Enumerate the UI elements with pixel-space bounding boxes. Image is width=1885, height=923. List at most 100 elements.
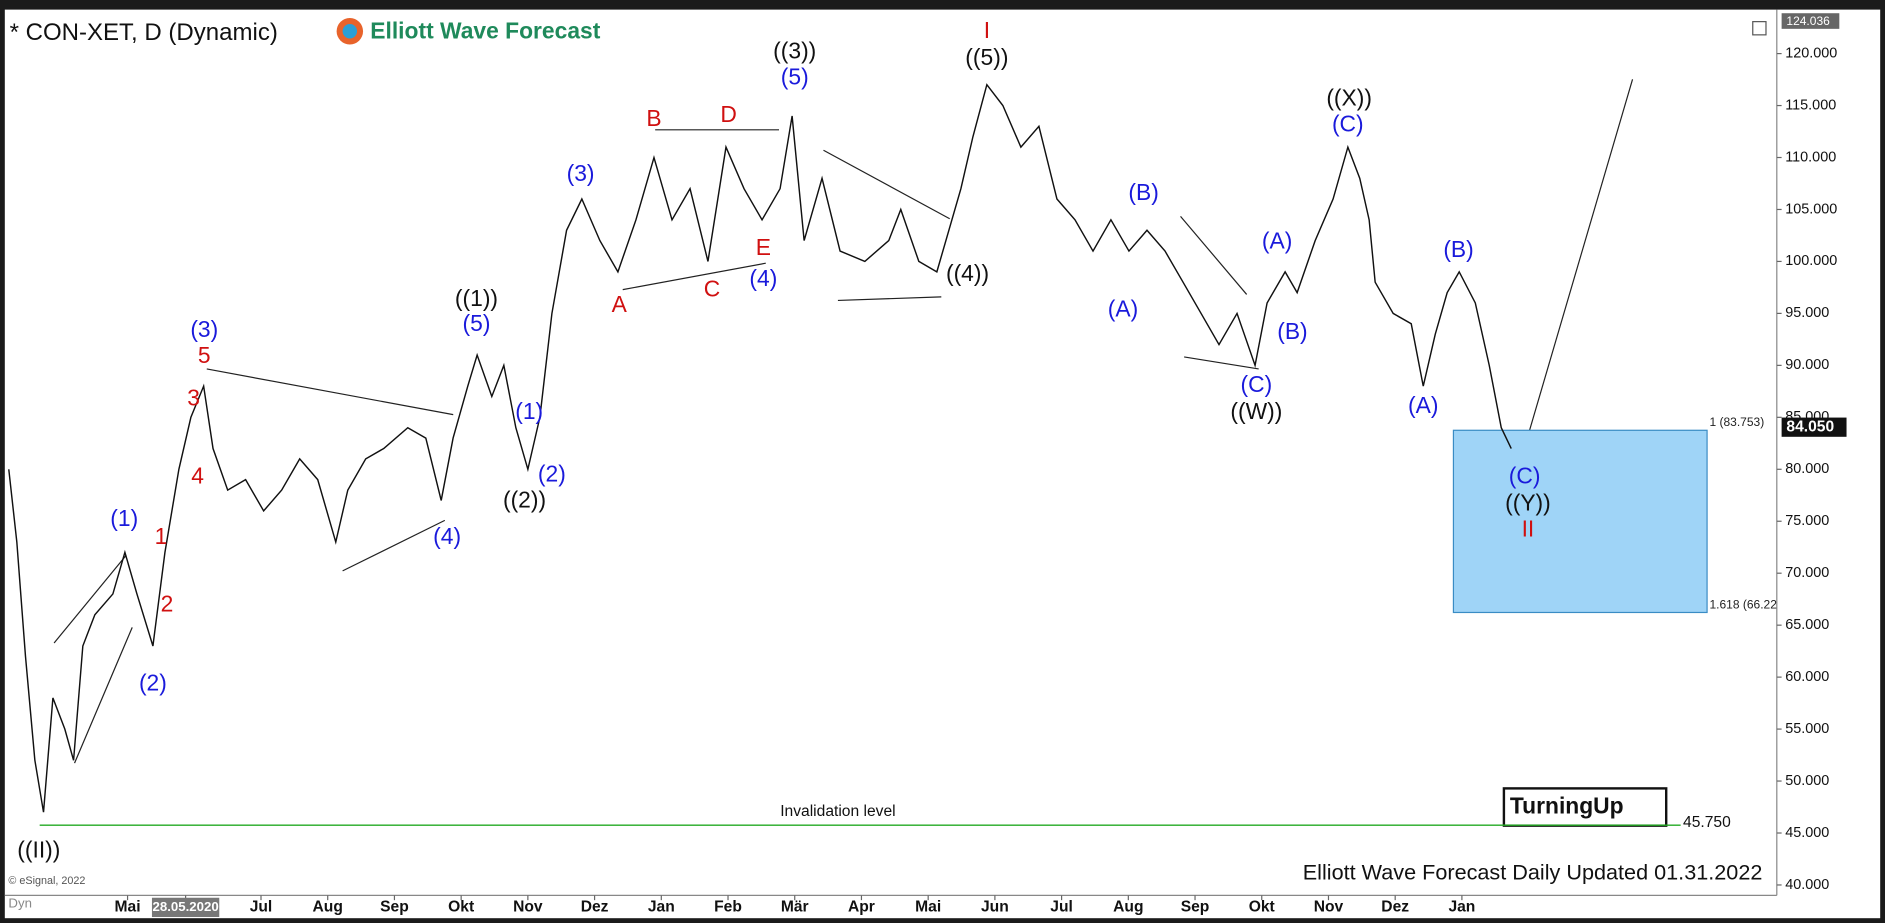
invalidation-value: 45.750 <box>1683 814 1731 831</box>
y-tick-label: 80.000 <box>1785 461 1829 477</box>
trend-line <box>1180 215 1248 295</box>
window-icon[interactable] <box>1752 21 1767 36</box>
wave-label: E <box>756 234 771 260</box>
y-tick-label: 105.000 <box>1785 201 1837 217</box>
x-tick-label: Dez <box>1381 899 1409 916</box>
wave-label: I <box>984 17 990 43</box>
x-tick-label: Dez <box>581 899 609 916</box>
projection-line <box>1520 79 1634 461</box>
wave-label: (3) <box>567 160 595 186</box>
x-tick-label: Aug <box>313 899 343 916</box>
y-tick-label: 40.000 <box>1785 877 1829 893</box>
y-tick-label: 65.000 <box>1785 617 1829 633</box>
wave-label: A <box>612 291 628 317</box>
y-tick-label: 60.000 <box>1785 669 1829 685</box>
wave-label: (4) <box>749 265 777 291</box>
trend-line <box>342 519 446 572</box>
wave-label: (3) <box>190 316 218 342</box>
wave-label: ((3)) <box>773 38 816 64</box>
copyright: © eSignal, 2022 <box>8 875 85 887</box>
logo-icon <box>342 24 358 39</box>
trend-line <box>53 554 127 644</box>
target-zone <box>1452 429 1708 614</box>
wave-label: ((1)) <box>455 285 498 311</box>
wave-label: ((4)) <box>946 260 989 286</box>
wave-label: ((5)) <box>965 44 1008 70</box>
wave-label: (B) <box>1128 179 1158 205</box>
wave-label: ((II)) <box>17 837 60 863</box>
footer: Elliott Wave Forecast Daily Updated 01.3… <box>1303 859 1763 884</box>
y-tick-label: 75.000 <box>1785 513 1829 529</box>
wave-label: (2) <box>538 461 566 487</box>
wave-label: (C) <box>1241 371 1273 397</box>
y-tick-label: 70.000 <box>1785 565 1829 581</box>
invalidation-text: Invalidation level <box>780 803 895 820</box>
y-tick-label: 55.000 <box>1785 721 1829 737</box>
last-price: 84.050 <box>1786 418 1834 435</box>
x-tick-label: Mai <box>115 899 141 916</box>
x-tick-highlight <box>151 897 220 917</box>
trend-line <box>837 296 942 302</box>
y-tick-label: 95.000 <box>1785 305 1829 321</box>
lines <box>53 79 1634 764</box>
trend-line <box>206 368 454 416</box>
wave-label: C <box>704 276 721 302</box>
x-tick-label: 28.05.2020 <box>153 899 219 914</box>
wave-label: ((2)) <box>503 487 546 513</box>
x-tick-label: Sep <box>1181 899 1210 916</box>
y-tick-label: 120.000 <box>1785 45 1837 61</box>
wave-label: (4) <box>433 523 461 549</box>
wave-label: (C) <box>1332 110 1364 136</box>
y-tick-label: 115.000 <box>1785 97 1836 113</box>
wave-label: (B) <box>1443 236 1473 262</box>
wave-label: ((W)) <box>1230 398 1282 424</box>
wave-label: (5) <box>781 64 809 90</box>
y-tick-label: 100.000 <box>1785 253 1837 269</box>
price-line <box>8 83 1512 813</box>
x-tick-label: Nov <box>513 899 543 916</box>
fib-label: 1.618 (66.22 <box>1709 597 1777 611</box>
x-tick-label: Jun <box>981 899 1009 916</box>
y-tick-label: 45.000 <box>1785 825 1829 841</box>
wave-label: (1) <box>110 505 138 531</box>
x-tick-label: Jul <box>1050 899 1073 916</box>
last-price-box <box>1781 417 1847 437</box>
wave-label: B <box>646 105 661 131</box>
x-tick-label: Nov <box>1314 899 1344 916</box>
wave-label: 2 <box>161 590 174 616</box>
trend-line <box>622 262 766 291</box>
wave-label: ((X)) <box>1326 84 1372 110</box>
x-tick-label: Jan <box>648 899 675 916</box>
y-tick-label: 50.000 <box>1785 773 1829 789</box>
wave-label: (A) <box>1408 392 1438 418</box>
wave-label: 3 <box>187 385 200 411</box>
x-tick-label: Okt <box>448 899 474 916</box>
x-tick-label: Jul <box>250 899 273 916</box>
wave-label: (B) <box>1277 318 1307 344</box>
x-tick-label: Mär <box>781 899 809 916</box>
corner-label: Dyn <box>8 895 32 910</box>
x-tick-label: Feb <box>714 899 742 916</box>
x-tick-label: Jan <box>1448 899 1475 916</box>
top-marker: 124.036 <box>1786 14 1830 28</box>
trend-line <box>823 149 950 220</box>
x-tick-label: Okt <box>1249 899 1275 916</box>
top-marker-box <box>1781 13 1840 29</box>
wave-label: 4 <box>191 463 204 489</box>
wave-label: (A) <box>1108 295 1138 321</box>
logo-text: Elliott Wave Forecast <box>370 17 600 43</box>
wave-label: (2) <box>139 669 167 695</box>
wave-label: (A) <box>1262 228 1292 254</box>
wave-label: D <box>720 101 737 127</box>
wave-label: (5) <box>463 310 491 336</box>
wave-label: 1 <box>155 523 168 549</box>
trend-line <box>1184 356 1259 370</box>
trend-line <box>73 627 133 764</box>
x-tick-label: Mai <box>915 899 941 916</box>
y-tick-label: 110.000 <box>1785 149 1836 165</box>
x-tick-label: Sep <box>380 899 409 916</box>
wave-label: 5 <box>198 342 211 368</box>
fib-label: 1 (83.753) <box>1709 415 1764 429</box>
